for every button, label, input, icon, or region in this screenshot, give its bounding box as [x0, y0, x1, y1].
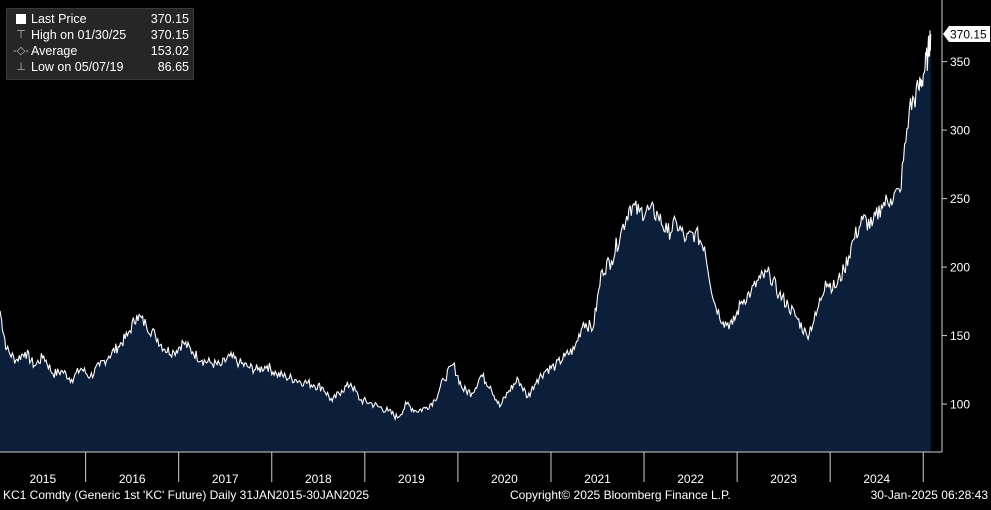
legend-average-label: Average	[31, 44, 78, 58]
plot-area	[0, 30, 932, 453]
x-tick-label-2019: 2019	[398, 472, 425, 486]
x-tick-label-2023: 2023	[770, 472, 797, 486]
x-tick-label-2020: 2020	[491, 472, 518, 486]
y-axis: 100 150 200 250 300 350	[941, 0, 970, 452]
y-tick-label-350: 350	[950, 55, 970, 69]
series-line	[0, 30, 932, 422]
chart-footer: KC1 Comdty (Generic 1st 'KC' Future) Dai…	[0, 486, 991, 505]
chart-legend: Last Price 370.15 ⊤ High on 01/30/25 370…	[6, 8, 194, 80]
x-tick-label-2022: 2022	[677, 472, 704, 486]
x-tick-label-2018: 2018	[305, 472, 332, 486]
legend-high-label: High on 01/30/25	[31, 28, 127, 42]
legend-row-last-price: Last Price 370.15	[11, 11, 189, 27]
x-axis: 2015 2016 2017 2018 2019 2020 2021 2022 2023 2024	[0, 451, 942, 486]
footer-timestamp: 30-Jan-2025 06:28:43	[870, 488, 988, 502]
x-tick-label-2016: 2016	[119, 472, 146, 486]
legend-row-high: ⊤ High on 01/30/25 370.15	[11, 27, 189, 43]
low-marker-icon: ⊥	[16, 61, 26, 73]
x-tick-label-2015: 2015	[29, 472, 56, 486]
legend-low-value: 86.65	[157, 60, 189, 74]
y-tick-label-200: 200	[950, 261, 970, 275]
y-tick-label-150: 150	[950, 329, 970, 343]
y-tick-label-250: 250	[950, 192, 970, 206]
legend-row-average: -◇- Average 153.02	[11, 43, 189, 59]
x-tick-label-2024: 2024	[863, 472, 890, 486]
legend-low-label: Low on 05/07/19	[31, 60, 124, 74]
y-tick-label-100: 100	[950, 398, 970, 412]
y-tick-label-300: 300	[950, 124, 970, 138]
legend-average-value: 153.02	[150, 44, 189, 58]
average-marker-icon: -◇-	[13, 45, 29, 57]
legend-last-price-value: 370.15	[150, 12, 189, 26]
high-marker-icon: ⊤	[16, 29, 26, 41]
footer-ticker-info: KC1 Comdty (Generic 1st 'KC' Future) Dai…	[3, 488, 370, 502]
last-price-tag-group: 370.15	[943, 26, 990, 43]
series-area-fill	[0, 30, 931, 453]
legend-last-price-label: Last Price	[31, 12, 87, 26]
legend-swatch-icon	[11, 11, 31, 27]
last-price-tag-icon	[943, 26, 990, 43]
legend-row-low: ⊥ Low on 05/07/19 86.65	[11, 59, 189, 75]
last-price-tag-label: 370.15	[950, 28, 987, 42]
x-tick-label-2017: 2017	[212, 472, 239, 486]
footer-copyright: Copyright© 2025 Bloomberg Finance L.P.	[510, 488, 731, 502]
x-tick-label-2021: 2021	[584, 472, 611, 486]
legend-high-value: 370.15	[150, 28, 189, 42]
